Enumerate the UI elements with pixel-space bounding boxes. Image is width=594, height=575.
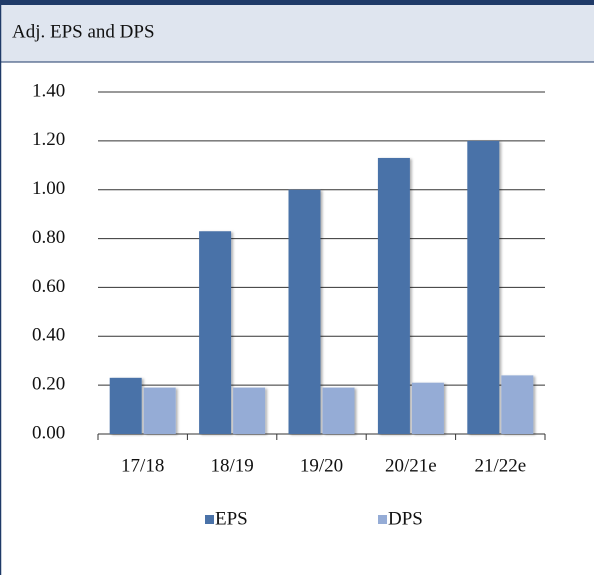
x-tick-label: 17/18: [121, 455, 164, 476]
bar: [501, 375, 534, 434]
legend-label: DPS: [388, 508, 423, 529]
y-tick-label: 1.40: [32, 80, 65, 101]
bar: [377, 157, 410, 434]
legend-label: EPS: [215, 508, 248, 529]
y-tick-label: 0.80: [32, 227, 65, 248]
bar: [233, 387, 266, 434]
y-tick-label: 1.00: [32, 178, 65, 199]
bar: [109, 377, 142, 434]
bar: [322, 387, 355, 434]
legend-swatch: [205, 515, 214, 524]
y-tick-label: 0.00: [32, 422, 65, 443]
x-tick-label: 21/22e: [474, 455, 526, 476]
bar: [288, 189, 321, 434]
bar: [199, 231, 232, 434]
y-tick-label: 1.20: [32, 129, 65, 150]
bar: [143, 387, 176, 434]
bar: [411, 382, 444, 434]
x-tick-label: 18/19: [210, 455, 253, 476]
header: [0, 5, 594, 62]
y-tick-label: 0.40: [32, 325, 65, 346]
chart-title: Adj. EPS and DPS: [12, 21, 155, 42]
y-tick-label: 0.60: [32, 276, 65, 297]
bar: [467, 140, 500, 434]
x-tick-label: 20/21e: [385, 455, 437, 476]
y-tick-label: 0.20: [32, 374, 65, 395]
top-border: [0, 0, 594, 5]
x-tick-label: 19/20: [300, 455, 343, 476]
legend-swatch: [378, 515, 387, 524]
